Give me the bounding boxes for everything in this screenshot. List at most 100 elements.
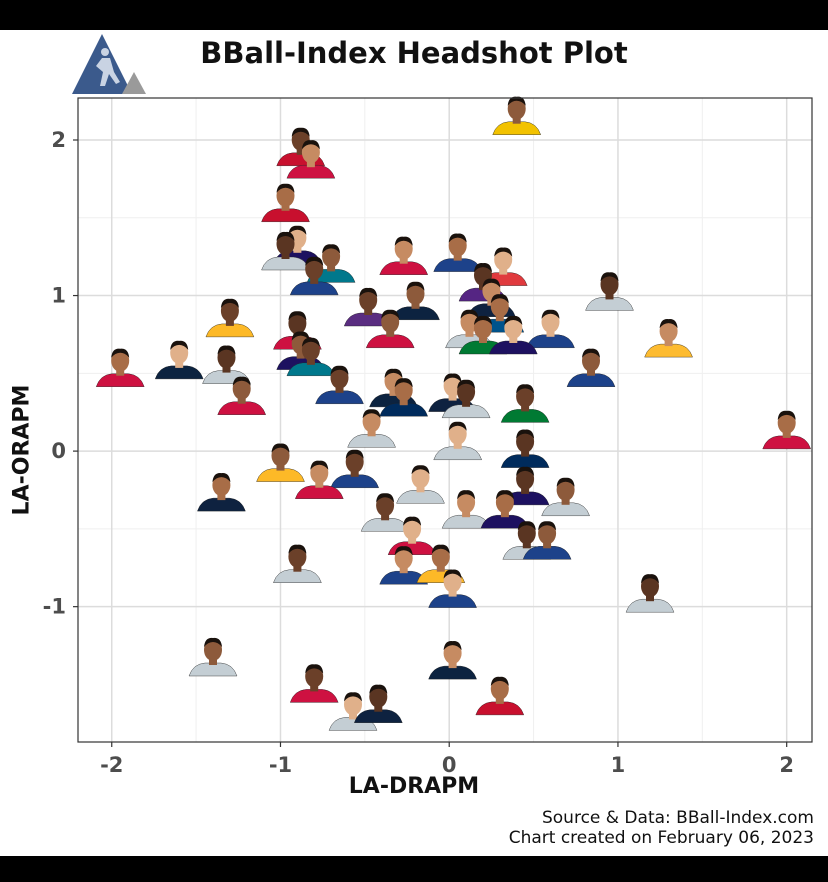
headshot-neck [315,480,324,488]
headshot-hair [516,384,535,394]
headshot-hair [376,493,395,503]
headshot-jersey [289,281,339,296]
headshot-face [345,450,364,473]
headshot-face [301,141,320,164]
player-headshot-point [360,493,410,532]
player-headshot-point [347,409,396,448]
x-tick-label: 1 [611,753,626,777]
headshot-face [305,257,324,280]
player-headshot-point [197,473,246,512]
headshot-hair [204,637,222,647]
headshot-face [490,677,509,700]
headshot-neck [399,566,408,574]
headshot-jersey [295,485,344,499]
headshot-hair [516,429,535,439]
panel-border [77,97,813,743]
logo-gray-triangle [122,72,146,94]
player-headshot-point [354,684,403,723]
player-headshot-point [489,315,538,355]
player-headshot-point [475,676,525,716]
headshot-hair [384,368,403,378]
headshot-face [457,491,476,514]
chart-canvas: BBall-Index Headshot Plot -2 -1 0 1 2 -1 0 1 2 … [0,30,828,856]
headshot-neck [448,661,457,669]
headshot-face [369,685,388,708]
headshot-neck [222,365,231,373]
headshot-hair [448,233,467,243]
headshot-face [394,379,413,402]
headshot-jersey [315,390,364,404]
headshot-neck [310,684,319,692]
headshot-neck [462,510,471,518]
headshot-face [301,338,320,361]
headshot-neck [116,368,125,376]
headshot-neck [782,430,791,438]
headshot-jersey [625,599,675,613]
headshot-hair [345,449,364,459]
headshot-jersey [475,701,525,716]
headshot-hair [394,546,413,556]
headshot-face [381,310,400,333]
headshot-hair [538,521,557,531]
headshot-hair [541,309,560,319]
y-tick-label: 2 [51,128,66,152]
y-tick-label: 0 [51,439,66,463]
headshot-face [443,570,462,593]
headshot-hair [490,294,509,304]
headshot-neck [561,497,570,505]
headshot-hair [291,331,310,341]
headshot-face [220,299,239,322]
headshot-face [411,466,430,489]
headshot-hair [288,544,307,554]
headshot-jersey [433,446,482,460]
headshot-hair [394,236,413,246]
x-axis-ticks: -2 -1 0 1 2 [100,742,794,777]
headshot-hair [516,466,535,476]
headshot-neck [448,393,457,401]
player-headshot-point [273,544,322,583]
player-headshot-point [566,348,616,387]
headshot-neck [646,594,654,602]
headshot-jersey [379,261,428,275]
headshot-face [460,310,479,333]
headshot-hair [220,298,239,308]
y-tick-label: -1 [43,595,66,619]
headshot-jersey [273,569,322,583]
player-headshot-point [433,421,482,460]
headshot-face [507,97,526,120]
headshot-neck [293,564,302,572]
headshot-neck [408,536,417,544]
headshot-neck [293,245,302,253]
headshot-jersey [154,365,204,380]
headshot-face [641,575,659,598]
headshot-neck [349,712,357,720]
player-headshot-point [428,641,477,680]
headshot-face [582,349,600,372]
headshot-jersey [428,594,477,608]
headshot-jersey [205,323,255,338]
headshot-hair [394,378,413,388]
player-headshot-point [492,96,541,135]
headshot-jersey [217,401,266,415]
headshot-hair [288,225,307,235]
headshot-hair [504,315,523,325]
headshot-neck [664,339,673,347]
headshot-hair [777,410,796,420]
headshot-neck [543,541,552,549]
headshot-hair [641,574,659,584]
headshot-neck [281,252,290,259]
player-headshot-point [154,340,204,380]
headshot-face [394,547,413,570]
headshot-neck [276,463,285,471]
headshot-neck [374,704,383,712]
headshot-neck [381,513,390,521]
headshot-jersey [286,164,336,179]
headshot-neck [500,510,509,518]
headshot-face [517,522,536,545]
headshot-hair [288,311,307,321]
headshot-jersey [347,434,396,448]
headshot-hair [448,421,467,431]
x-axis-label: LA-DRAPM [348,774,480,799]
headshot-face [276,184,295,207]
headshot-neck [217,493,226,501]
